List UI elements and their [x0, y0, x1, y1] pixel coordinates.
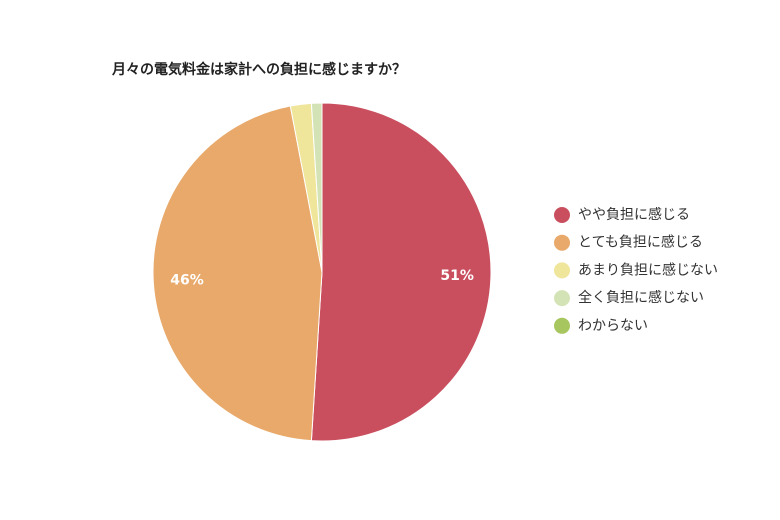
legend-label: あまり負担に感じない — [578, 261, 718, 278]
legend-swatch — [554, 234, 570, 251]
legend-swatch — [554, 317, 570, 334]
pie-slice — [152, 105, 323, 442]
legend-label: やや負担に感じる — [578, 206, 690, 223]
pie-slice — [310, 102, 492, 442]
slice-label: 46% — [170, 272, 204, 288]
legend-label: わからない — [578, 318, 648, 334]
legend-label: とても負担に感じる — [578, 234, 703, 251]
legend-label: 全く負担に感じない — [578, 289, 704, 306]
legend-swatch — [554, 207, 570, 223]
chart-title: 月々の電気料金は家計への負担に感じますか？ — [111, 61, 406, 78]
legend-swatch — [554, 290, 570, 307]
slice-label: 51% — [440, 268, 474, 284]
legend-swatch — [554, 262, 570, 279]
